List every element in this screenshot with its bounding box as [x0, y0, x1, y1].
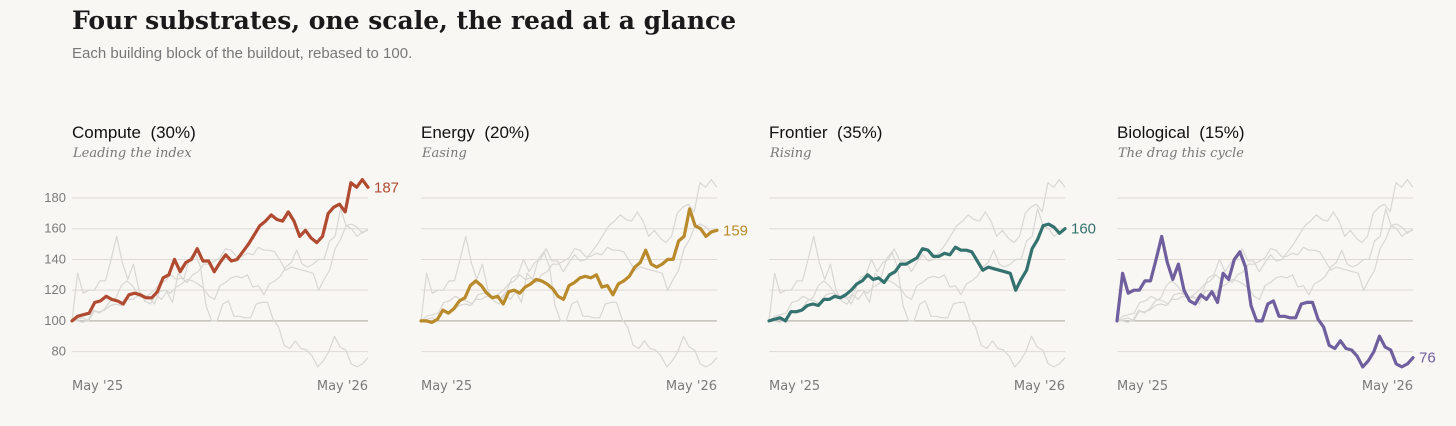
- series-line-frontier: [767, 222, 1067, 323]
- panel-name: Biological: [1117, 123, 1190, 142]
- series-line-compute: [70, 178, 370, 323]
- x-tick-label: May '26: [666, 379, 717, 394]
- y-tick-label: 120: [44, 282, 66, 297]
- x-tick-label: May '25: [769, 379, 820, 394]
- x-tick-label: May '26: [1362, 379, 1413, 394]
- panel-weight: (20%): [484, 123, 530, 142]
- panel-subtitle-energy: Easing: [422, 146, 467, 161]
- ghost-series-energy: [769, 208, 1066, 323]
- panel-subtitle-compute: Leading the index: [73, 146, 192, 161]
- panel-subtitle-frontier: Rising: [770, 146, 812, 161]
- end-value-label: 160: [1071, 221, 1096, 238]
- ghost-series-biological: [71, 235, 369, 368]
- x-tick-label: May '25: [72, 379, 123, 394]
- ghost-series-biological: [768, 235, 1066, 368]
- panel-weight: (35%): [837, 123, 883, 142]
- series-line-energy: [419, 207, 719, 324]
- ghost-series-frontier: [1116, 223, 1414, 322]
- y-tick-label: 100: [44, 313, 66, 328]
- y-tick-label: 160: [44, 221, 66, 236]
- y-tick-label: 80: [52, 344, 66, 359]
- panel-title-biological: Biological (15%): [1117, 123, 1245, 143]
- x-tick-label: May '25: [421, 379, 472, 394]
- panel-title-energy: Energy (20%): [421, 123, 530, 143]
- ghost-series-frontier: [420, 223, 718, 322]
- chart-subtitle: Each building block of the buildout, reb…: [72, 45, 413, 62]
- x-tick-label: May '26: [317, 379, 368, 394]
- panel-title-frontier: Frontier (35%): [769, 123, 882, 143]
- end-value-label: 76: [1419, 350, 1436, 367]
- panel-name: Energy: [421, 123, 475, 142]
- x-tick-label: May '26: [1014, 379, 1065, 394]
- ghost-series-compute: [420, 179, 718, 322]
- ghost-series-compute: [1116, 179, 1414, 322]
- y-tick-label: 140: [44, 251, 66, 266]
- end-value-label: 159: [723, 222, 748, 239]
- x-tick-label: May '25: [1117, 379, 1168, 394]
- ghost-series-frontier: [71, 223, 369, 322]
- ghost-series-energy: [72, 208, 369, 323]
- ghost-series-energy: [1117, 208, 1414, 323]
- panel-title-compute: Compute (30%): [72, 123, 196, 143]
- y-tick-label: 180: [44, 190, 66, 205]
- end-value-label: 187: [374, 179, 399, 196]
- ghost-series-biological: [420, 235, 718, 368]
- chart-title: Four substrates, one scale, the read at …: [72, 6, 737, 35]
- panel-subtitle-biological: The drag this cycle: [1118, 146, 1244, 161]
- series-line-biological: [1115, 234, 1415, 369]
- panel-weight: (15%): [1199, 123, 1245, 142]
- panel-name: Compute: [72, 123, 141, 142]
- panel-name: Frontier: [769, 123, 828, 142]
- ghost-series-compute: [768, 179, 1066, 322]
- panel-weight: (30%): [150, 123, 196, 142]
